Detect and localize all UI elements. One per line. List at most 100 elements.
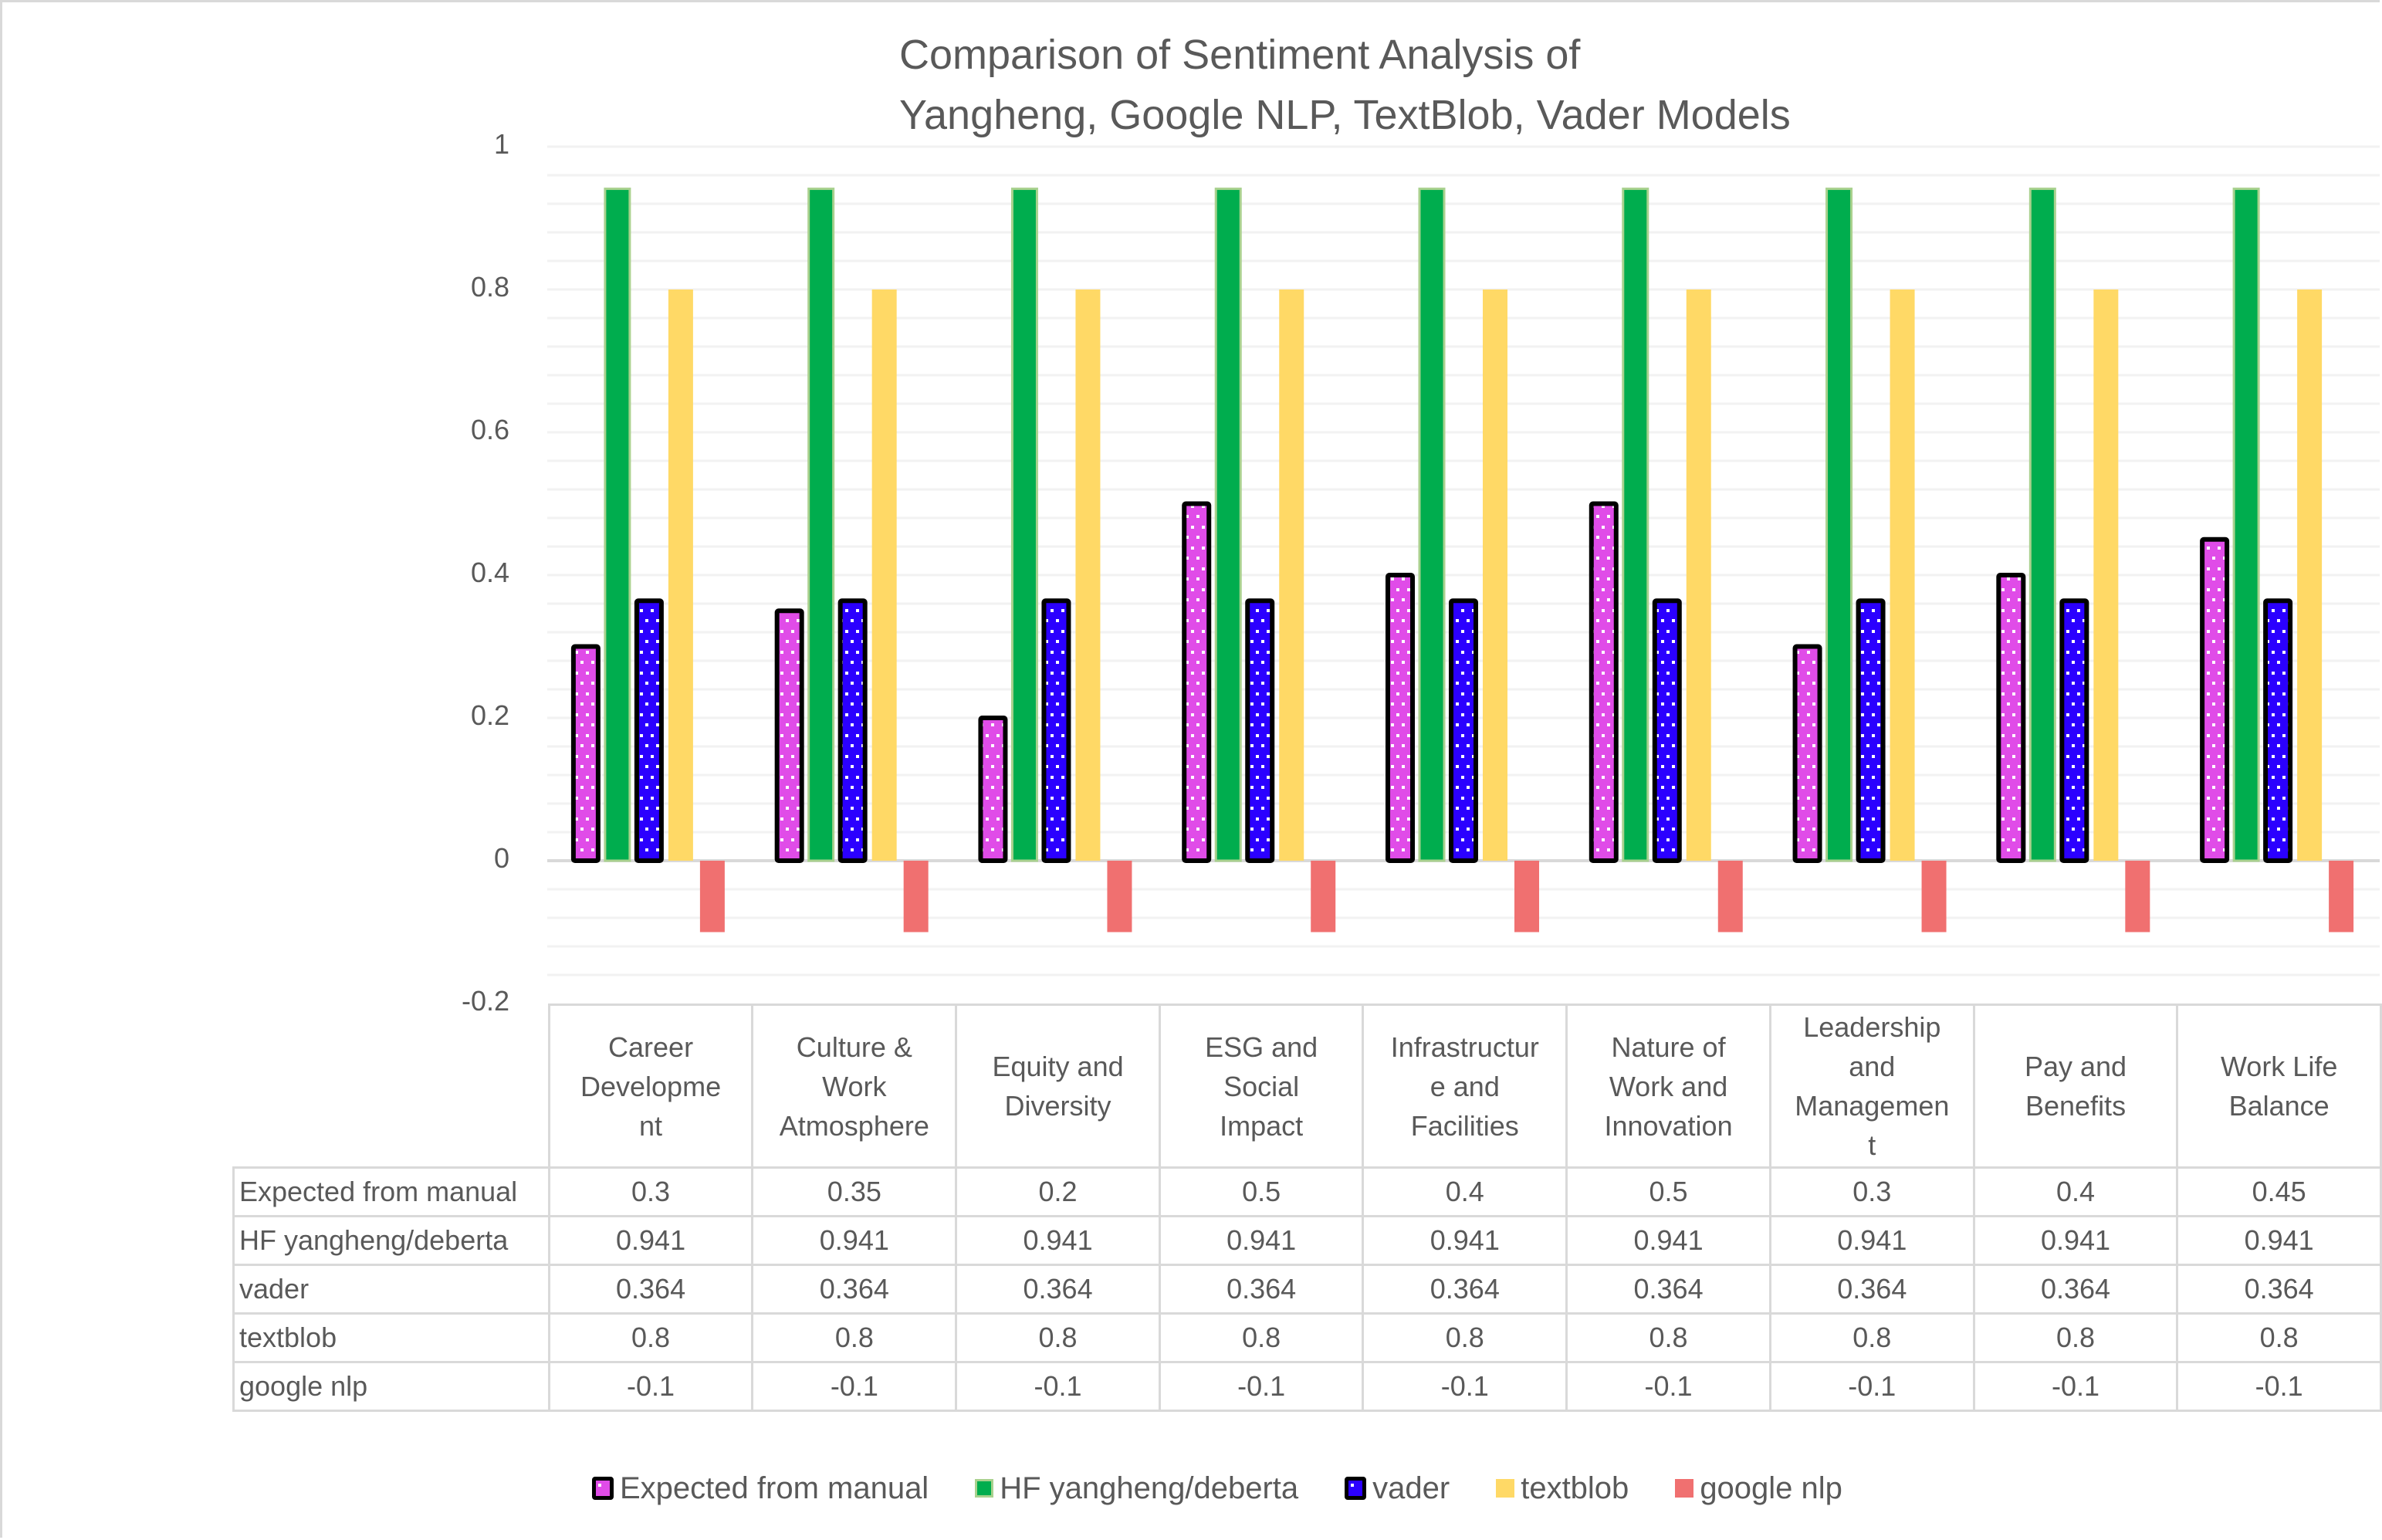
legend-swatch-expected (592, 1477, 614, 1500)
bar-google-nlp (2329, 861, 2354, 932)
bar-fill (2028, 188, 2056, 862)
bar-fill (1717, 861, 1743, 932)
bar-vader (634, 598, 664, 863)
bar-pattern (1250, 603, 1271, 858)
table-cell: 0.364 (547, 1264, 754, 1315)
bar-textblob (1279, 289, 1304, 861)
bar-hf-yangheng-deberta (1418, 188, 1446, 862)
bar-pattern (575, 648, 596, 858)
legend-item-google-nlp[interactable]: google nlp (1675, 1471, 1842, 1506)
bars (570, 188, 2354, 932)
row-label: vader (232, 1264, 550, 1315)
category-label-line: Culture & (796, 1031, 912, 1063)
table-cell: 0.364 (751, 1264, 958, 1315)
row-label: google nlp (232, 1361, 550, 1412)
table-cell: 0.364 (1565, 1264, 1771, 1315)
y-tick-label: 1 (493, 128, 509, 160)
bar-expected-from-manual (1386, 573, 1415, 863)
bar-google-nlp (1717, 861, 1743, 932)
category-label-line: Social (1223, 1070, 1300, 1102)
bar-expected-from-manual (1182, 501, 1212, 863)
row-label: textblob (232, 1312, 550, 1363)
category-label-line: ESG and (1205, 1031, 1318, 1063)
chart-title-line-1: Comparison of Sentiment Analysis of (899, 32, 1581, 78)
table-row: HF yangheng/deberta 0.941 0.941 0.941 0.941 0… (232, 1215, 2382, 1266)
bar-vader (2263, 598, 2293, 863)
legend-item-hf-yangheng[interactable]: HF yangheng/deberta (975, 1471, 1298, 1506)
legend-item-expected[interactable]: Expected from manual (592, 1471, 929, 1506)
table-cell: -0.1 (1768, 1361, 1975, 1412)
legend-item-vader[interactable]: vader (1345, 1471, 1450, 1506)
category-header: Infrastructur e and Facilities (1362, 1004, 1568, 1169)
table-row: vader 0.364 0.364 0.364 0.364 0.364 0.364 0.364… (232, 1264, 2382, 1315)
category-label-line: Balance (2228, 1090, 2330, 1122)
table-cell: 0.941 (751, 1215, 958, 1266)
bar-fill (1825, 188, 1853, 862)
bar-fill (871, 289, 897, 861)
table-cell: -0.1 (1158, 1361, 1365, 1412)
category-label-line: t (1868, 1129, 1876, 1161)
bar-vader (1652, 598, 1682, 863)
table-cell: 0.8 (751, 1312, 958, 1363)
table-cell: 0.941 (1768, 1215, 1975, 1266)
bar-hf-yangheng-deberta (2232, 188, 2260, 862)
table-cell: -0.1 (1565, 1361, 1771, 1412)
table-cell: 0.941 (1158, 1215, 1365, 1266)
data-table: Career Developme nt Culture & Work Atmosphere… (232, 1004, 2382, 1412)
table-cell: 0.5 (1158, 1166, 1365, 1217)
category-header: Equity and Diversity (955, 1004, 1161, 1169)
legend-swatch-google-nlp (1675, 1479, 1694, 1498)
bar-fill (1107, 861, 1132, 932)
legend-label: vader (1372, 1471, 1450, 1505)
bar-vader (2059, 598, 2089, 863)
bar-pattern (638, 603, 659, 858)
bar-fill (2125, 861, 2150, 932)
bar-hf-yangheng-deberta (807, 188, 835, 862)
y-tick-label: 0.6 (470, 414, 509, 445)
bar-google-nlp (903, 861, 929, 932)
bar-fill (604, 188, 631, 862)
table-cell: 0.3 (1768, 1166, 1975, 1217)
y-tick-label: 0 (493, 842, 509, 874)
category-label-line: Work (822, 1070, 887, 1102)
table-cell: -0.1 (2176, 1361, 2382, 1412)
bar-pattern (2204, 541, 2225, 858)
row-label: Expected from manual (232, 1166, 550, 1217)
category-label-line: Facilities (1410, 1109, 1519, 1142)
legend-swatch-vader (1345, 1477, 1367, 1500)
bar-hf-yangheng-deberta (1214, 188, 1242, 862)
table-cell: 0.8 (1158, 1312, 1365, 1363)
bar-google-nlp (699, 861, 725, 932)
table-cell: 0.364 (955, 1264, 1161, 1315)
bar-hf-yangheng-deberta (604, 188, 631, 862)
bar-pattern (983, 720, 1003, 858)
table-cell: -0.1 (1362, 1361, 1568, 1412)
category-header: Culture & Work Atmosphere (751, 1004, 958, 1169)
category-label-line: Leadership (1803, 1011, 1941, 1043)
y-tick-label: 0.2 (470, 699, 509, 731)
table-row: Expected from manual 0.3 0.35 0.2 0.5 0.4 0.5 0… (232, 1166, 2382, 1217)
y-tick-label: 0.4 (470, 557, 509, 588)
chart-title-line-2: Yangheng, Google NLP, TextBlob, Vader Mo… (899, 92, 1791, 138)
table-cell: 0.8 (2176, 1312, 2382, 1363)
category-label-line: Diversity (1004, 1090, 1111, 1122)
table-cell: 0.364 (1158, 1264, 1365, 1315)
bar-fill (2093, 289, 2119, 861)
table-cell: 0.941 (1565, 1215, 1771, 1266)
table-cell: 0.364 (1362, 1264, 1568, 1315)
category-label-line: Work Life (2220, 1051, 2338, 1082)
legend-label: textblob (1521, 1471, 1629, 1505)
bar-expected-from-manual (570, 644, 601, 863)
category-label-line: e and (1430, 1070, 1500, 1102)
category-header: ESG and Social Impact (1158, 1004, 1365, 1169)
table-cell: -0.1 (751, 1361, 958, 1412)
table-cell: 0.8 (1768, 1312, 1975, 1363)
bar-expected-from-manual (1792, 644, 1822, 863)
bar-fill (903, 861, 929, 932)
bar-fill (668, 289, 693, 861)
category-label-line: Atmosphere (779, 1109, 929, 1142)
bar-google-nlp (1107, 861, 1132, 932)
legend-item-textblob[interactable]: textblob (1496, 1471, 1629, 1506)
category-label-line: Developme (580, 1070, 722, 1102)
